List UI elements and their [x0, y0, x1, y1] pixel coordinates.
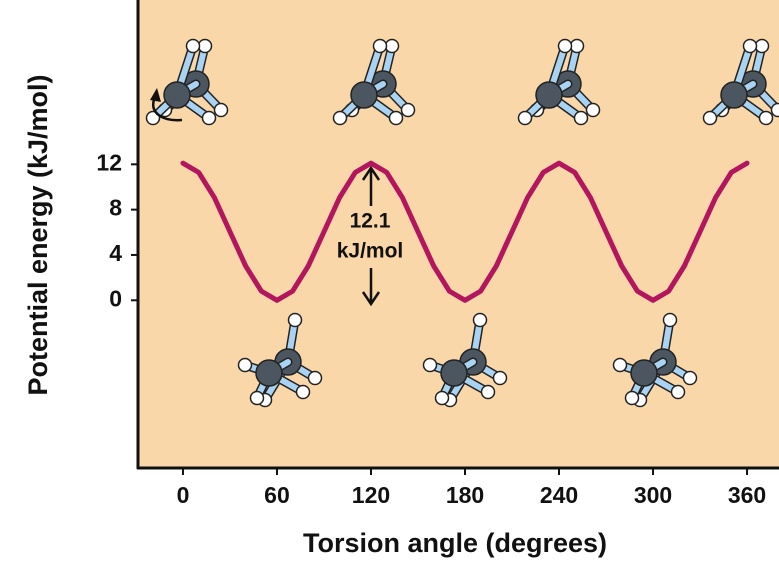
molecule — [517, 38, 601, 126]
hydrogen — [569, 38, 585, 54]
annotation: 12.1 — [350, 210, 391, 233]
molecule — [332, 38, 416, 126]
rotation-arrow-head — [150, 88, 161, 102]
curve — [180, 160, 750, 303]
hydrogen — [307, 370, 323, 386]
y-tick-label: 12 — [96, 149, 122, 175]
hydrogen — [480, 384, 496, 400]
hydrogen — [517, 110, 533, 126]
hydrogen — [422, 357, 438, 373]
hydrogen — [332, 110, 348, 126]
x-tick-label: 180 — [446, 482, 484, 508]
molecule — [702, 38, 779, 126]
carbon — [720, 81, 748, 109]
x-tick-label: 360 — [728, 482, 766, 508]
hydrogen — [201, 110, 217, 126]
x-tick-label: 300 — [634, 482, 672, 508]
x-tick-label: 60 — [264, 482, 290, 508]
hydrogen — [237, 357, 253, 373]
y-tick-label: 8 — [109, 195, 122, 221]
energy-arrows — [361, 165, 381, 307]
molecules — [145, 38, 779, 408]
hydrogen — [400, 102, 416, 118]
molecule — [422, 312, 508, 408]
carbon — [535, 81, 563, 109]
hydrogen — [295, 384, 311, 400]
hydrogen — [742, 38, 758, 54]
hydrogen — [702, 110, 718, 126]
hydrogen — [682, 370, 698, 386]
plot-background — [138, 0, 779, 468]
hydrogen — [287, 312, 303, 328]
hydrogen — [388, 110, 404, 126]
hydrogen — [624, 390, 640, 406]
x-axis-title: Torsion angle (degrees) — [303, 528, 607, 558]
hydrogen — [662, 312, 678, 328]
y-axis-title: Potential energy (kJ/mol) — [23, 74, 53, 395]
carbon — [163, 81, 191, 109]
annotation: kJ/mol — [337, 240, 404, 263]
hydrogen — [145, 110, 161, 126]
hydrogen — [612, 357, 628, 373]
molecule — [612, 312, 698, 408]
y-tick-label: 4 — [109, 240, 122, 266]
x-tick-label: 0 — [177, 482, 190, 508]
hydrogen — [492, 370, 508, 386]
hydrogen — [197, 38, 213, 54]
hydrogen — [758, 110, 774, 126]
x-tick-label: 240 — [540, 482, 578, 508]
hydrogen — [249, 390, 265, 406]
hydrogen — [670, 384, 686, 400]
carbon — [440, 359, 468, 387]
carbon — [350, 81, 378, 109]
hydrogen — [213, 102, 229, 118]
hydrogen — [770, 102, 779, 118]
molecule — [145, 38, 229, 126]
hydrogen — [557, 38, 573, 54]
hydrogen — [573, 110, 589, 126]
hydrogen — [434, 390, 450, 406]
carbon — [255, 359, 283, 387]
hydrogen — [372, 38, 388, 54]
hydrogen — [472, 312, 488, 328]
x-tick-label: 120 — [352, 482, 390, 508]
carbon — [630, 359, 658, 387]
hydrogen — [185, 38, 201, 54]
hydrogen — [754, 38, 770, 54]
y-tick-label: 0 — [109, 285, 122, 311]
hydrogen — [384, 38, 400, 54]
molecule — [237, 312, 323, 408]
hydrogen — [585, 102, 601, 118]
